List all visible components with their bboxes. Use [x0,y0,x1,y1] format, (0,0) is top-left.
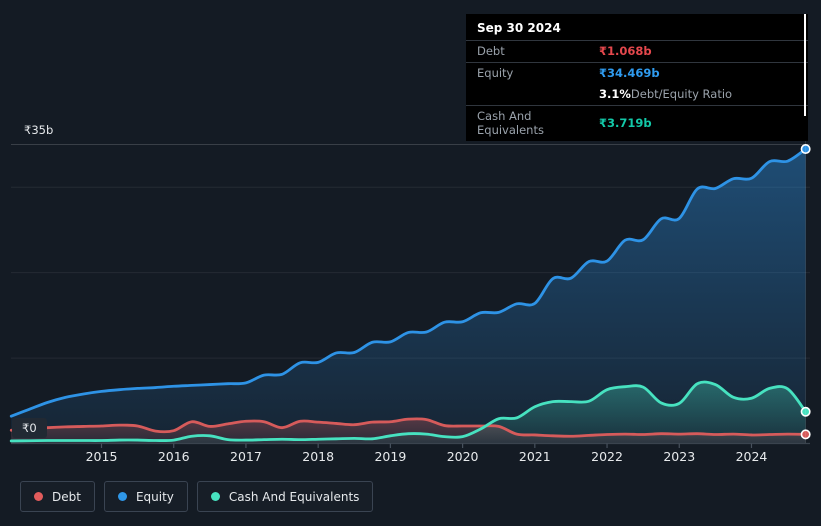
x-axis-year-label: 2021 [518,449,551,464]
equity-area [11,149,806,444]
x-axis-year-label: 2015 [85,449,118,464]
crosshair-line-faint [805,116,806,443]
tooltip-row-debt: Debt ₹1.068b [466,41,808,63]
tooltip-equity-label: Equity [477,66,514,80]
equity-line [9,147,808,418]
tooltip-row-ratio: 3.1% Debt/Equity Ratio [466,84,808,106]
tooltip-ratio-label: Debt/Equity Ratio [630,87,733,101]
cash-area [11,381,806,444]
legend-debt-label: Debt [52,489,81,504]
y-axis-zero-label: ₹0 [12,418,47,438]
tooltip-cash-label: Cash And Equivalents [477,109,544,137]
cash-line [9,380,808,443]
debt-line [9,417,808,438]
x-axis-year-label: 2016 [157,449,190,464]
tooltip-row-cash: Cash And Equivalents ₹3.719b [466,106,808,141]
x-axis-year-label: 2019 [374,449,407,464]
chart-tooltip: Sep 30 2024 Debt ₹1.068b Equity ₹34.469b… [466,14,808,141]
legend-item-debt[interactable]: Debt [20,481,95,512]
tooltip-debt-value: ₹1.068b [599,44,652,58]
y-axis-max-label: ₹35b [24,123,54,137]
legend-item-equity[interactable]: Equity [103,481,188,512]
equity-end-marker [800,144,811,155]
legend: Debt Equity Cash And Equivalents [20,481,374,512]
x-axis-year-label: 2020 [446,449,479,464]
x-axis-year-label: 2022 [591,449,623,464]
tooltip-row-equity: Equity ₹34.469b [466,63,808,84]
x-axis-year-label: 2023 [663,449,696,464]
x-axis-year-label: 2017 [230,449,262,464]
tooltip-debt-label: Debt [477,44,505,58]
chart-plot-area[interactable] [0,0,821,470]
x-axis-year-label: 2024 [735,449,768,464]
tooltip-ratio-value: 3.1% [599,87,631,101]
tooltip-equity-value: ₹34.469b [599,66,660,80]
cash-end-marker [800,406,811,417]
equity-legend-dot-icon [117,492,127,501]
cash-legend-dot-icon [210,492,220,501]
tooltip-cash-value: ₹3.719b [599,116,652,130]
legend-item-cash[interactable]: Cash And Equivalents [196,481,374,512]
x-axis-year-label: 2018 [302,449,335,464]
legend-equity-label: Equity [135,489,174,504]
debt-legend-dot-icon [34,492,43,501]
crosshair-line [804,14,806,116]
debt-end-marker [800,429,811,440]
tooltip-date: Sep 30 2024 [466,14,808,41]
legend-cash-label: Cash And Equivalents [228,489,360,504]
x-axis: 2015 2016 2017 2018 2019 2020 2021 2022 2023 2024 [0,449,821,467]
